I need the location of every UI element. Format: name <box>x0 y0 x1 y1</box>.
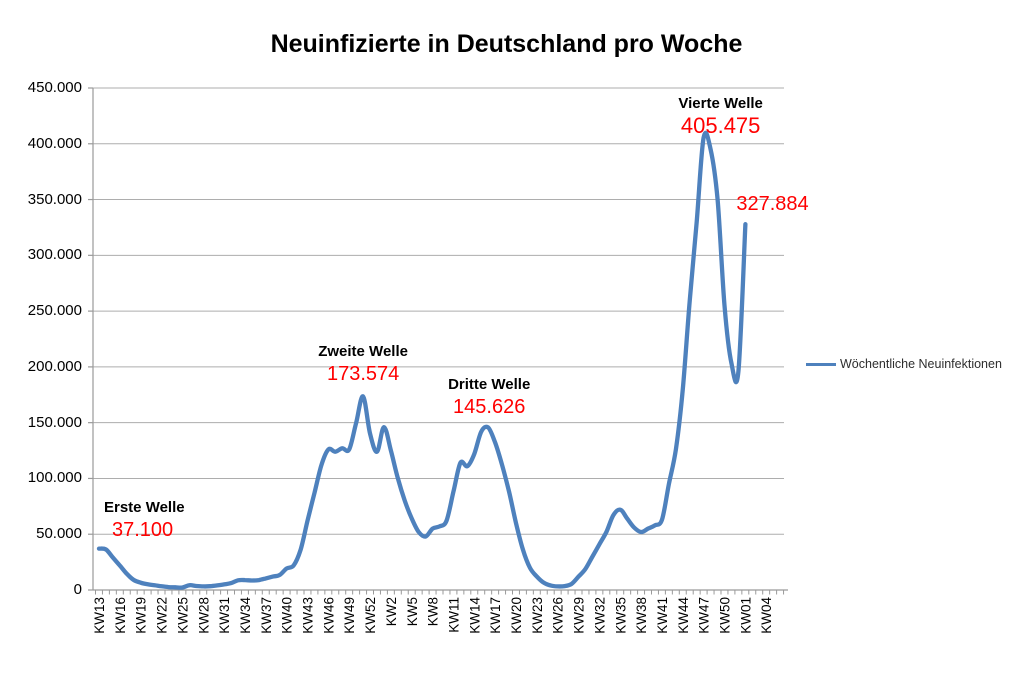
x-axis-label: KW44 <box>676 597 691 634</box>
x-axis-label: KW19 <box>134 597 149 634</box>
x-axis-label: KW37 <box>259 597 274 634</box>
x-axis-label: KW11 <box>446 597 461 633</box>
x-axis-label: KW40 <box>280 597 295 634</box>
x-axis-label: KW29 <box>572 597 587 634</box>
x-axis-label: KW23 <box>530 597 545 634</box>
x-axis-label: KW50 <box>718 597 733 634</box>
x-axis-label: KW49 <box>342 597 357 634</box>
annotation-value: 145.626 <box>453 396 526 418</box>
gridlines <box>93 87 784 535</box>
annotation-value: 405.475 <box>680 113 761 138</box>
y-axis-label: 200.000 <box>27 357 82 375</box>
legend: Wöchentliche Neuinfektionen <box>806 357 1002 371</box>
x-axis-label: KW13 <box>92 597 107 634</box>
x-axis-label: KW26 <box>551 597 566 634</box>
x-axis-label: KW20 <box>509 597 524 634</box>
x-axis-label: KW28 <box>196 597 211 634</box>
x-axis-labels: KW13 KW16 KW19 KW22 KW25 KW28 KW31 KW34 KW37 KW40… <box>92 597 774 634</box>
x-axis-label: KW8 <box>426 597 441 626</box>
axes <box>88 87 788 595</box>
annotation-label: Erste Welle <box>104 499 185 516</box>
x-axis-label: KW14 <box>467 597 482 634</box>
x-axis-label: KW31 <box>217 597 232 634</box>
x-axis-label: KW22 <box>155 597 170 634</box>
series-line-woechentliche-neuinfektionen <box>96 130 748 590</box>
y-axis-label: 250.000 <box>27 302 82 320</box>
x-axis-label: KW32 <box>592 597 607 634</box>
x-axis-label: KW43 <box>301 597 316 634</box>
x-axis-label: KW52 <box>363 597 378 634</box>
x-axis-label: KW38 <box>634 597 649 634</box>
y-axis-label: 50.000 <box>36 525 82 543</box>
annotation-vierte-welle: Vierte Welle 405.475 <box>678 93 763 138</box>
annotation-erste-welle: Erste Welle 37.100 <box>104 497 185 542</box>
x-axis-label: KW01 <box>738 597 753 634</box>
legend-label: Wöchentliche Neuinfektionen <box>840 357 1002 371</box>
annotation-label: Dritte Welle <box>448 376 531 393</box>
annotation-letzter-wert: 327.884 <box>736 192 808 216</box>
x-axis-label: KW35 <box>613 597 628 634</box>
x-axis-label: KW25 <box>175 597 190 634</box>
chart-title: Neuinfizierte in Deutschland pro Woche <box>270 30 743 58</box>
y-axis-label: 150.000 <box>27 413 82 431</box>
legend-line-marker <box>806 362 836 366</box>
annotation-label: Vierte Welle <box>678 95 763 112</box>
y-axis-label: 450.000 <box>27 79 82 96</box>
annotation-value: 327.884 <box>736 193 809 215</box>
annotation-dritte-welle: Dritte Welle 145.626 <box>448 374 530 419</box>
x-axis-label: KW5 <box>405 597 420 626</box>
x-axis-label: KW04 <box>759 597 774 634</box>
annotation-zweite-welle: Zweite Welle 173.574 <box>318 341 408 386</box>
annotation-label: Zweite Welle <box>318 343 408 360</box>
annotation-value: 173.574 <box>326 363 400 385</box>
annotation-value: 37.100 <box>112 519 174 541</box>
y-axis-label: 400.000 <box>27 134 82 152</box>
x-axis-label: KW46 <box>321 597 336 634</box>
x-axis-label: KW41 <box>655 597 670 634</box>
x-axis-label: KW47 <box>697 597 712 634</box>
y-axis-label: 100.000 <box>27 469 82 487</box>
y-axis-label: 350.000 <box>27 190 82 208</box>
x-axis-label: KW17 <box>488 597 503 634</box>
x-axis-label: KW2 <box>384 597 399 626</box>
y-axis-label: 300.000 <box>27 246 82 264</box>
y-axis-label: 0 <box>73 581 82 598</box>
x-axis-label: KW34 <box>238 597 253 634</box>
x-axis-label: KW16 <box>113 597 128 634</box>
